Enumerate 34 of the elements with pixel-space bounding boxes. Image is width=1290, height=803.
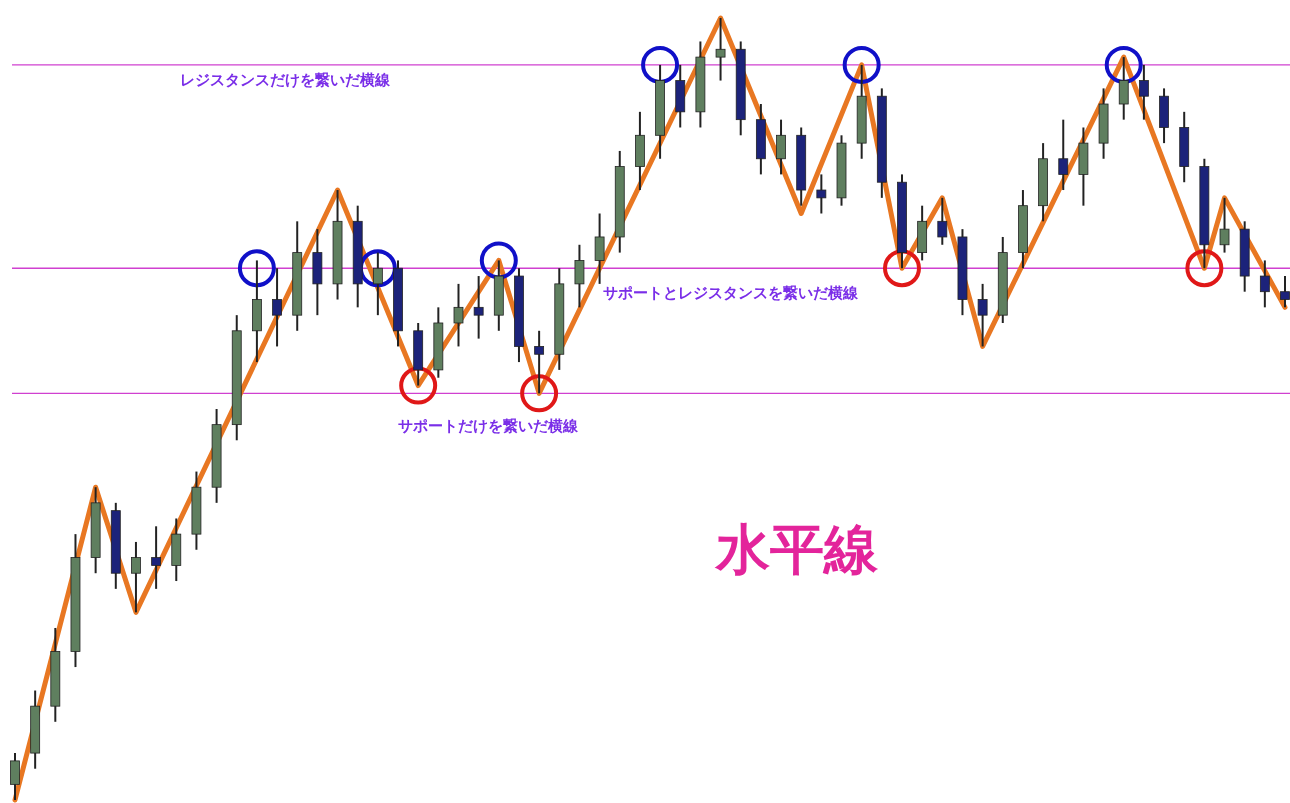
ref-line-label: サポートだけを繋いだ横線	[398, 417, 579, 436]
point	[842, 45, 881, 84]
candlestick	[1118, 56, 1129, 121]
point	[1185, 249, 1224, 288]
candlestick	[816, 173, 827, 215]
point	[479, 241, 518, 280]
candlestick	[1138, 63, 1149, 121]
candlestick	[937, 196, 948, 246]
candlestick	[594, 212, 605, 285]
point	[237, 249, 276, 288]
candlestick	[534, 329, 545, 395]
candlestick	[715, 17, 726, 82]
ref-line-label: レジスタンスだけを繋いだ横線	[180, 70, 391, 89]
candlestick	[1280, 275, 1290, 309]
point	[520, 374, 559, 413]
point	[641, 45, 680, 84]
candlestick	[151, 525, 162, 590]
candlestick	[1058, 118, 1069, 192]
point	[1104, 45, 1143, 84]
candlestick	[1219, 196, 1230, 254]
candlestick	[453, 282, 464, 348]
candlestick	[131, 540, 141, 614]
ref-line-label: サポートとレジスタンスを繋いだ横線	[603, 284, 859, 303]
candlestick	[776, 118, 786, 176]
text: 水平線	[714, 518, 879, 581]
candlestick	[574, 243, 585, 309]
candlestick	[1259, 259, 1270, 309]
candlestick	[372, 251, 383, 317]
candlestick	[473, 275, 484, 340]
candlestick	[10, 752, 20, 801]
point	[882, 249, 921, 288]
point	[399, 366, 438, 405]
candlestick	[272, 267, 282, 348]
candlestick	[977, 282, 988, 348]
